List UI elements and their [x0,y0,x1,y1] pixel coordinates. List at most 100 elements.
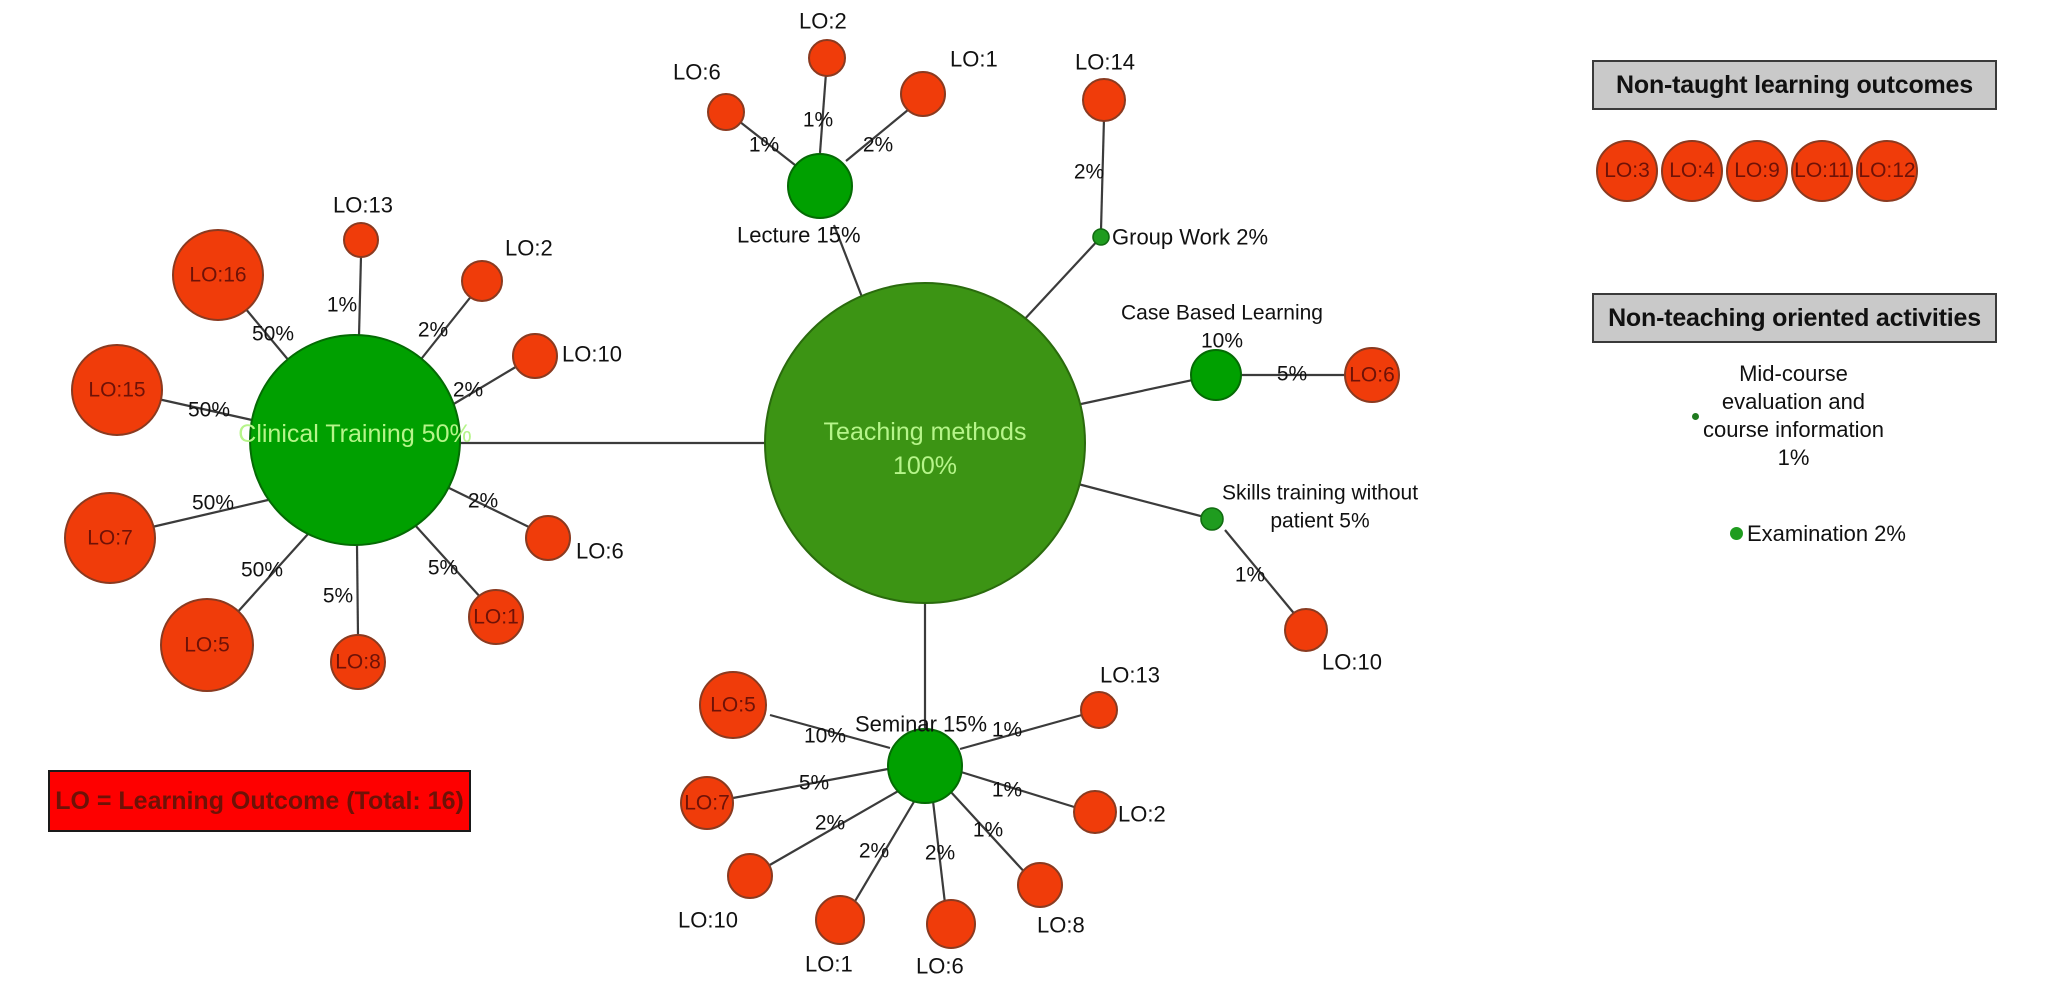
leaf-seminar-lo10[interactable]: LO:10 [678,853,773,933]
non-taught-chip[interactable]: LO:3 [1596,140,1658,202]
leaf-seminar-lo7[interactable]: LO:7 [680,776,734,830]
lecture-circle[interactable] [787,153,853,219]
lo-circle[interactable] [512,333,558,379]
non-teaching-item-label: Mid-course evaluation and course informa… [1703,361,1884,471]
leaf-clinical-lo8[interactable]: LO:8 [330,634,386,690]
teaching-methods-circle[interactable] [764,282,1086,604]
lo-label: LO:6 [673,60,721,85]
lo-circle[interactable] [1073,790,1117,834]
leaf-seminar-lo2[interactable]: LO:2 [1073,790,1166,834]
lo-circle[interactable] [1284,608,1328,652]
non-taught-chip[interactable]: LO:12 [1856,140,1918,202]
leaf-lecture-lo1[interactable]: LO:1 [900,47,998,117]
non-taught-chip[interactable]: LO:9 [1726,140,1788,202]
leaf-clinical-lo6[interactable]: LO:6 [525,515,624,564]
lo-label: LO:5 [184,634,230,657]
edge-groupwork-lo14 [1099,117,1106,231]
lo-label: LO:13 [333,193,393,218]
group-work-label: Group Work 2% [1112,225,1268,250]
lo-circle[interactable] [1082,78,1126,122]
group-work-circle[interactable] [1092,228,1110,246]
leaf-lecture-lo2[interactable]: LO:2 [799,9,847,77]
lo-circle[interactable] [900,71,946,117]
lo-circle[interactable] [525,515,571,561]
leaf-clinical-lo10[interactable]: LO:10 [512,333,622,379]
node-case-based-learning[interactable]: Case Based Learning 10% [1121,302,1323,401]
leaf-lecture-lo6[interactable]: LO:6 [673,60,745,131]
lo-circle[interactable] [160,598,254,692]
edge-lecture-lo6 [734,117,796,166]
leaf-seminar-lo13[interactable]: LO:13 [1080,663,1160,729]
lo-circle[interactable] [727,853,773,899]
lo-label: LO:10 [1322,650,1382,675]
pct-seminar-lo2: 1% [992,779,1022,802]
case-based-learning-label-line2: 10% [1201,330,1243,353]
edge-seminar-lo13 [959,711,1090,751]
non-taught-chip[interactable]: LO:11 [1791,140,1853,202]
lo-circle[interactable] [461,260,503,302]
node-lecture[interactable]: Lecture 15% [737,153,861,248]
leaf-groupwork-lo14[interactable]: LO:14 [1075,50,1135,122]
leaf-clinical-lo5[interactable]: LO:5 [160,598,254,692]
skills-training-label-line1: Skills training without [1222,482,1418,505]
leaf-seminar-lo8[interactable]: LO:8 [1017,862,1085,938]
non-teaching-item-label: Examination 2% [1747,520,1906,546]
green-dot-icon [1730,527,1743,541]
leaf-clinical-lo15[interactable]: LO:15 [71,344,163,436]
edge-seminar-lo1 [850,799,916,909]
leaf-seminar-lo1[interactable]: LO:1 [805,895,865,977]
lo-circle[interactable] [808,39,846,77]
leaf-clinical-lo16[interactable]: LO:16 [172,229,264,321]
leaf-skills-lo10[interactable]: LO:10 [1284,608,1382,675]
lo-circle[interactable] [64,492,156,584]
lo-circle[interactable] [71,344,163,436]
skills-training-circle[interactable] [1200,507,1224,531]
lo-label: LO:2 [505,236,553,261]
lo-circle[interactable] [330,634,386,690]
lo-circle[interactable] [707,93,745,131]
edge-root-lecture [832,224,864,298]
leaf-seminar-lo6[interactable]: LO:6 [916,899,976,979]
leaf-seminar-lo5[interactable]: LO:5 [699,671,767,739]
learning-outcome-key: LO = Learning Outcome (Total: 16) [48,770,471,832]
lo-circle[interactable] [699,671,767,739]
leaf-clinical-lo2[interactable]: LO:2 [461,236,553,302]
non-taught-chip-list: LO:3 LO:4 LO:9 LO:11 LO:12 [1596,140,1996,202]
pct-clinical-lo15: 50% [188,399,230,422]
leaf-clinical-lo1[interactable]: LO:1 [468,589,524,645]
lo-circle[interactable] [926,899,976,949]
leaf-clinical-lo13[interactable]: LO:13 [333,193,393,258]
node-teaching-methods[interactable]: Teaching methods 100% [764,282,1086,604]
edge-layer [151,72,1345,913]
non-taught-chip[interactable]: LO:4 [1661,140,1723,202]
node-seminar[interactable]: Seminar 15% [855,712,987,804]
pct-clinical-lo8: 5% [323,585,353,608]
lo-label: LO:1 [950,47,998,72]
lo-circle[interactable] [680,776,734,830]
node-clinical-training[interactable]: Clinical Training 50% [238,334,472,546]
lo-circle[interactable] [1344,347,1400,403]
lo-label: LO:16 [189,264,246,287]
lo-circle[interactable] [172,229,264,321]
lo-circle[interactable] [1080,691,1118,729]
lo-circle[interactable] [468,589,524,645]
edge-clinical-lo2 [417,293,474,364]
lo-circle[interactable] [1017,862,1063,908]
pct-clinical-lo1: 5% [428,557,458,580]
leaf-cbl-lo6[interactable]: LO:6 [1344,347,1400,403]
case-based-learning-circle[interactable] [1190,349,1242,401]
pct-seminar-lo5: 10% [804,725,846,748]
pct-clinical-lo5: 50% [241,559,283,582]
seminar-circle[interactable] [887,728,963,804]
clinical-training-circle[interactable] [249,334,461,546]
leaf-clinical-lo7[interactable]: LO:7 [64,492,156,584]
lo-circle[interactable] [343,222,379,258]
edge-clinical-lo8 [355,544,360,637]
lo-circle[interactable] [815,895,865,945]
lo-label: LO:6 [916,954,964,979]
node-group-work[interactable]: Group Work 2% [1092,225,1268,250]
lo-label: LO:10 [678,908,738,933]
lecture-label: Lecture 15% [737,223,861,248]
node-skills-training[interactable]: Skills training without patient 5% [1200,482,1418,533]
